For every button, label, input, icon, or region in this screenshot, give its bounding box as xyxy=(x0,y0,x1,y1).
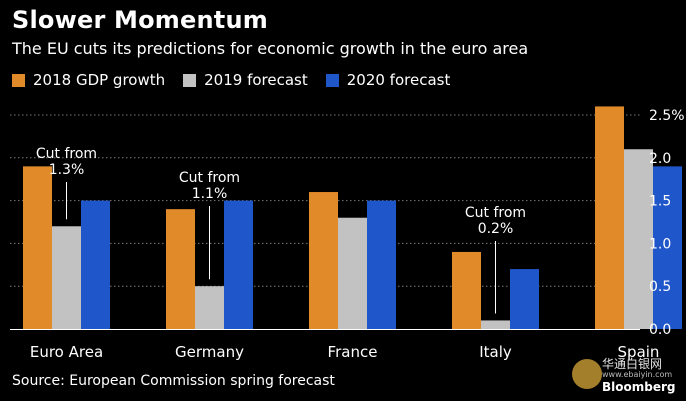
bar xyxy=(653,166,682,329)
annotation-value: 0.2% xyxy=(478,221,514,237)
y-tick-label: 2.0 xyxy=(649,151,671,167)
bars-group xyxy=(23,106,682,329)
annotation-text: Cut from xyxy=(36,146,97,162)
bar xyxy=(481,320,510,329)
x-tick-label: Euro Area xyxy=(30,343,103,361)
legend-item-2020: 2020 forecast xyxy=(325,71,451,89)
annotation-value: 1.3% xyxy=(49,162,85,178)
bar xyxy=(81,200,110,329)
watermark-logo xyxy=(572,359,602,389)
bar xyxy=(166,209,195,329)
bar xyxy=(624,149,653,329)
x-tick-label: France xyxy=(328,343,378,361)
legend-swatch-2020 xyxy=(325,73,339,87)
legend-label-2019: 2019 forecast xyxy=(204,71,308,89)
legend-item-2018: 2018 GDP growth xyxy=(12,71,165,89)
bar xyxy=(195,286,224,329)
annotation-text: Cut from xyxy=(465,205,526,221)
legend-label-2018: 2018 GDP growth xyxy=(33,71,166,89)
watermark-url: www.ebaiyin.com xyxy=(602,370,673,379)
x-axis-ticks: Euro Area Germany France Italy Spain xyxy=(30,343,660,361)
bar xyxy=(452,251,481,329)
legend-item-2019: 2019 forecast xyxy=(183,71,308,89)
bar xyxy=(23,166,52,329)
watermark-site-name: 华通白银网 xyxy=(602,357,663,371)
legend-swatch-2019 xyxy=(183,73,197,87)
x-tick-label: Italy xyxy=(479,343,512,361)
watermark: 华通白银网 www.ebaiyin.com Bloomberg xyxy=(572,355,682,397)
bar xyxy=(595,106,624,329)
source-note: Source: European Commission spring forec… xyxy=(12,373,335,389)
bar xyxy=(510,269,539,329)
x-tick-label: Germany xyxy=(175,343,244,361)
legend-swatch-2018 xyxy=(12,73,25,87)
x-tick-label: Spain xyxy=(618,343,660,361)
watermark-bloomberg: Bloomberg xyxy=(602,380,676,394)
y-tick-label: 0.0 xyxy=(649,322,671,338)
y-axis-ticks: 0.0 0.5 1.0 1.5 2.0 2.5% xyxy=(649,108,685,338)
y-tick-label: 1.0 xyxy=(649,236,671,252)
bar xyxy=(52,226,81,329)
bar xyxy=(309,192,338,329)
y-tick-label: 2.5% xyxy=(649,108,685,124)
bar xyxy=(338,217,367,329)
gridlines xyxy=(10,114,640,330)
chart-subtitle: The EU cuts its predictions for economic… xyxy=(12,39,529,58)
annotation-text: Cut from xyxy=(179,170,240,186)
bar xyxy=(367,200,396,329)
y-tick-label: 1.5 xyxy=(649,194,671,210)
chart-title: Slower Momentum xyxy=(12,6,268,34)
bar xyxy=(224,200,253,329)
annotation-value: 1.1% xyxy=(192,186,228,202)
legend-label-2020: 2020 forecast xyxy=(346,71,451,89)
y-tick-label: 0.5 xyxy=(649,279,671,295)
chart-legend: 2018 GDP growth 2019 forecast 2020 forec… xyxy=(12,71,468,89)
